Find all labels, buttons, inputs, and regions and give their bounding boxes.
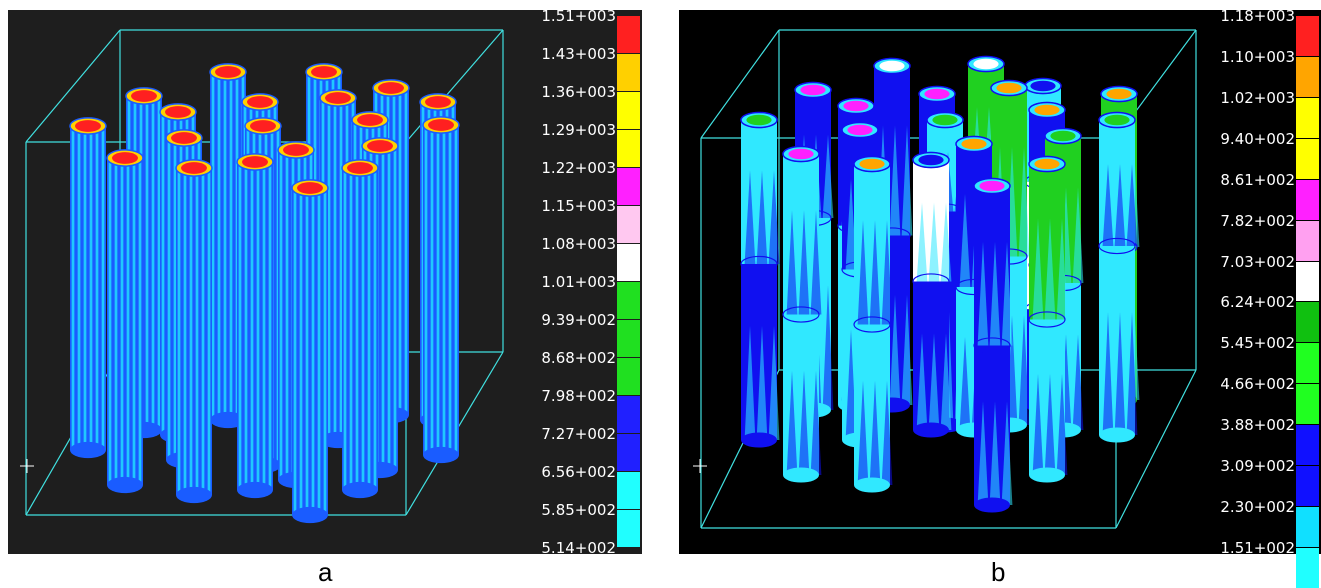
fuel-rod [1098, 111, 1138, 443]
scale-tick-label: 3.09+002 [1220, 457, 1295, 476]
fuel-rod [853, 155, 893, 493]
fuel-rod [106, 149, 144, 494]
scale-swatch [1296, 384, 1319, 425]
scale-tick-label: 7.27+002 [541, 425, 616, 443]
scale-tick-label: 8.68+002 [541, 349, 616, 367]
scale-tick-label: 1.08+003 [541, 235, 616, 253]
scale-tick-label: 5.45+002 [1220, 334, 1295, 353]
scale-tick-label: 6.24+002 [1220, 293, 1295, 312]
rod-bundle-view-b [693, 29, 1197, 529]
scale-swatch [617, 472, 640, 509]
scale-swatch [617, 244, 640, 281]
scale-tick-label: 1.10+003 [1220, 47, 1295, 66]
scale-tick-label: 7.82+002 [1220, 211, 1295, 230]
scale-swatch [1296, 56, 1319, 97]
scale-tick-label: 1.43+003 [541, 45, 616, 63]
scale-swatch [617, 358, 640, 395]
scale-tick-label: 3.88+002 [1220, 416, 1295, 435]
scale-swatch [617, 396, 640, 433]
scale-swatch [1296, 425, 1319, 466]
scale-swatch [1296, 220, 1319, 261]
scale-swatch [1296, 548, 1319, 588]
scale-swatch [617, 510, 640, 547]
scale-swatch [1296, 179, 1319, 220]
scale-tick-label: 9.39+002 [541, 311, 616, 329]
scale-tick-label: 1.51+003 [541, 7, 616, 25]
scale-tick-label: 1.02+003 [1220, 88, 1295, 107]
scale-tick-label: 8.61+002 [1220, 170, 1295, 189]
scale-swatch [1296, 138, 1319, 179]
caption-b: b [991, 557, 1006, 587]
fuel-rod [236, 153, 274, 499]
axis-cross [693, 459, 707, 473]
scale-tick-label: 2.30+002 [1220, 498, 1295, 517]
fuel-rod [782, 145, 822, 483]
scale-swatch [617, 54, 640, 91]
fuel-rod [973, 177, 1013, 513]
scale-tick-label: 5.14+002 [541, 539, 616, 557]
panel-b: 1.18+003 1.10+003 1.02+003 9.40+002 8.61+002… [679, 7, 1321, 588]
scale-swatch [1296, 261, 1319, 302]
scale-tick-label: 5.85+002 [541, 501, 616, 519]
scale-tick-label: 4.66+002 [1220, 375, 1295, 394]
fuel-rod [740, 111, 780, 448]
scale-tick-label: 1.51+002 [1220, 539, 1295, 557]
scale-tick-label: 1.36+003 [541, 83, 616, 101]
scale-swatch [1296, 466, 1319, 507]
fuel-rod [175, 159, 213, 504]
scale-tick-label: 1.18+003 [1220, 7, 1295, 25]
fuel-rod [69, 117, 107, 459]
rod-bundle-view-a [20, 29, 504, 524]
scale-tick-label: 1.01+003 [541, 273, 616, 291]
scale-swatch [617, 168, 640, 205]
scale-tick-label: 7.03+002 [1220, 252, 1295, 271]
color-scale-a: 1.51+003 1.43+003 1.36+003 1.29+003 1.22+003… [522, 7, 642, 557]
scale-tick-label: 9.40+002 [1220, 129, 1295, 148]
fuel-rod [1028, 155, 1068, 483]
fuel-rod [912, 151, 952, 438]
scale-tick-label: 6.56+002 [541, 463, 616, 481]
scale-swatch [1296, 302, 1319, 343]
fuel-rod [291, 179, 329, 524]
scale-swatch [1296, 16, 1319, 56]
scale-swatch [617, 282, 640, 319]
scale-swatch [1296, 343, 1319, 384]
caption-a: a [318, 557, 333, 587]
scale-swatch [1296, 507, 1319, 547]
scale-swatch [617, 16, 640, 53]
scale-tick-label: 1.15+003 [541, 197, 616, 215]
axis-cross [20, 459, 34, 473]
scale-swatch [617, 320, 640, 357]
fuel-rod [341, 159, 379, 499]
scale-tick-label: 1.22+003 [541, 159, 616, 177]
scale-swatch [617, 130, 640, 167]
scale-swatch [617, 434, 640, 471]
scale-swatch [1296, 97, 1319, 138]
color-scale-b: 1.18+003 1.10+003 1.02+003 9.40+002 8.61+002… [1201, 7, 1321, 588]
scale-tick-label: 1.29+003 [541, 121, 616, 139]
scale-swatch [617, 206, 640, 243]
scale-swatch [617, 92, 640, 129]
panel-a: 1.51+003 1.43+003 1.36+003 1.29+003 1.22+003… [8, 7, 642, 557]
fuel-rod [422, 116, 460, 464]
scale-tick-label: 7.98+002 [541, 387, 616, 405]
